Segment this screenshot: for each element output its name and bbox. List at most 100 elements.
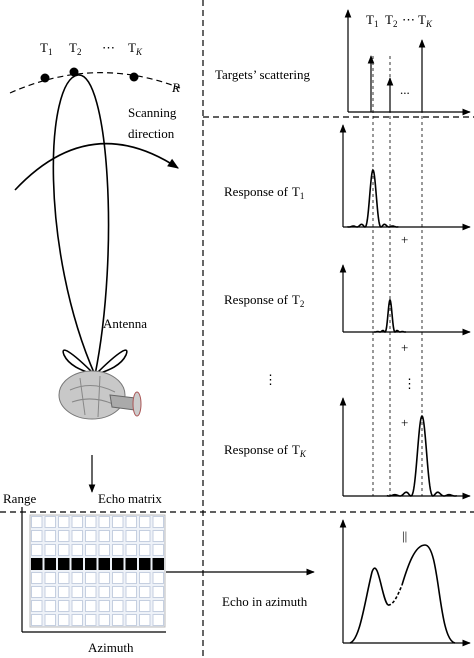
vdots: ⋮ — [403, 376, 416, 391]
matrix-cell — [98, 600, 110, 612]
echo-curve — [387, 584, 403, 606]
matrix-cell — [58, 586, 70, 598]
target-label: T2 — [385, 12, 397, 29]
azimuth-label: Azimuth — [88, 640, 134, 655]
matrix-cell — [125, 614, 137, 626]
matrix-cell — [85, 572, 97, 584]
matrix-cell — [44, 614, 56, 626]
matrix-cell — [44, 558, 56, 570]
matrix-cell — [152, 530, 164, 542]
ellipsis: ⋯ — [402, 12, 415, 27]
matrix-cell — [85, 516, 97, 528]
matrix-cell — [98, 572, 110, 584]
matrix-cell — [98, 558, 110, 570]
antenna-label: Antenna — [103, 316, 147, 331]
target-label: T2 — [69, 40, 81, 57]
dots: ... — [400, 82, 410, 97]
matrix-cell — [112, 614, 124, 626]
matrix-cell — [139, 586, 151, 598]
matrix-cell — [98, 530, 110, 542]
scan-label: direction — [128, 126, 175, 141]
matrix-cell — [71, 530, 83, 542]
matrix-cell — [71, 558, 83, 570]
response-curve — [373, 298, 407, 333]
matrix-cell — [152, 600, 164, 612]
equals: || — [402, 528, 407, 543]
panel-label: Response of T1 — [224, 184, 304, 201]
matrix-cell — [58, 558, 70, 570]
plus: + — [401, 340, 408, 355]
matrix-cell — [98, 614, 110, 626]
target-dot — [129, 72, 139, 82]
plus: + — [401, 415, 408, 430]
matrix-cell — [31, 558, 43, 570]
target-label: TK — [128, 40, 143, 57]
orbit — [9, 72, 181, 94]
matrix-cell — [98, 544, 110, 556]
echo-curve — [401, 544, 456, 644]
matrix-cell — [58, 614, 70, 626]
matrix-cell — [44, 544, 56, 556]
matrix-cell — [85, 530, 97, 542]
matrix-cell — [85, 558, 97, 570]
matrix-cell — [58, 530, 70, 542]
antenna-dish — [58, 370, 126, 420]
matrix-cell — [71, 544, 83, 556]
matrix-cell — [58, 600, 70, 612]
matrix-cell — [112, 586, 124, 598]
echo-matrix — [29, 514, 166, 628]
panel-label: Response of TK — [224, 442, 307, 459]
matrix-cell — [98, 516, 110, 528]
matrix-cell — [71, 614, 83, 626]
echo-curve — [349, 567, 389, 644]
matrix-cell — [98, 586, 110, 598]
matrix-cell — [139, 530, 151, 542]
response-curve — [347, 168, 399, 228]
target-label: T1 — [40, 40, 52, 57]
matrix-cell — [58, 544, 70, 556]
matrix-cell — [125, 572, 137, 584]
panel-label: Targets’ scattering — [215, 67, 310, 82]
plus: + — [401, 232, 408, 247]
vdots: ⋮ — [264, 372, 277, 387]
matrix-cell — [139, 516, 151, 528]
scan-label: Scanning — [128, 105, 177, 120]
matrix-cell — [139, 544, 151, 556]
matrix-cell — [31, 530, 43, 542]
matrix-cell — [71, 516, 83, 528]
matrix-cell — [139, 572, 151, 584]
target-label: TK — [418, 12, 433, 29]
matrix-cell — [125, 600, 137, 612]
matrix-cell — [125, 516, 137, 528]
matrix-cell — [152, 544, 164, 556]
matrix-cell — [71, 586, 83, 598]
matrix-label: Echo matrix — [98, 491, 162, 506]
matrix-cell — [31, 572, 43, 584]
matrix-cell — [44, 530, 56, 542]
beam-lobe — [52, 74, 110, 378]
matrix-cell — [112, 558, 124, 570]
response-curve — [386, 415, 457, 497]
target-dot — [69, 67, 79, 77]
matrix-cell — [85, 586, 97, 598]
target-dot — [40, 73, 50, 83]
matrix-cell — [112, 572, 124, 584]
matrix-cell — [125, 530, 137, 542]
matrix-cell — [139, 614, 151, 626]
matrix-cell — [152, 586, 164, 598]
matrix-cell — [44, 600, 56, 612]
matrix-cell — [85, 544, 97, 556]
matrix-cell — [31, 614, 43, 626]
matrix-cell — [58, 572, 70, 584]
matrix-cell — [58, 516, 70, 528]
matrix-cell — [112, 600, 124, 612]
matrix-cell — [112, 530, 124, 542]
matrix-cell — [125, 544, 137, 556]
matrix-cell — [112, 544, 124, 556]
matrix-cell — [125, 558, 137, 570]
matrix-cell — [31, 544, 43, 556]
matrix-cell — [112, 516, 124, 528]
matrix-cell — [71, 572, 83, 584]
matrix-cell — [85, 600, 97, 612]
